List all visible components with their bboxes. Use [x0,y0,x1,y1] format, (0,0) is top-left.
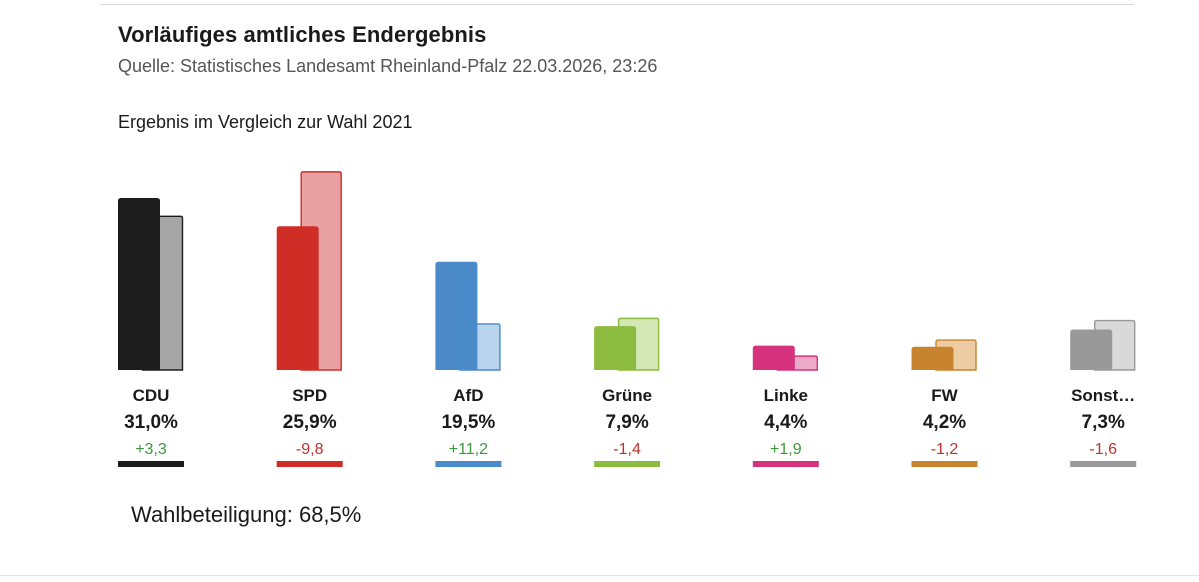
value-label-linke: 4,4% [764,412,807,433]
change-label-spd: -9,8 [296,441,324,458]
party-color-line-sonst [1070,461,1137,467]
party-color-line-spd [276,461,343,467]
top-divider [100,4,1134,5]
party-color-line-afd [435,461,502,467]
party-color-line-linke [752,461,819,467]
change-label-linke: +1,9 [770,441,802,458]
bottom-divider [0,575,1199,576]
source-line: Quelle: Statistisches Landesamt Rheinlan… [118,56,658,76]
value-label-spd: 25,9% [283,412,337,433]
value-label-gruene: 7,9% [605,412,648,433]
value-label-fw: 4,2% [923,412,966,433]
party-color-line-gruene [594,461,661,467]
party-label-sonst: Sonst… [1071,386,1135,405]
value-label-sonst: 7,3% [1082,412,1125,433]
bar-2026-gruene [594,326,637,370]
bar-2026-spd [276,226,319,370]
bar-2026-fw [911,346,954,370]
party-label-fw: FW [931,386,958,405]
party-label-linke: Linke [764,386,808,405]
change-label-cdu: +3,3 [135,441,167,458]
bar-2026-afd [435,261,478,370]
page-title: Vorläufiges amtliches Endergebnis [118,22,487,47]
party-color-line-fw [911,461,978,467]
party-color-line-cdu [118,461,184,467]
change-label-fw: -1,2 [931,441,959,458]
turnout-text: Wahlbeteiligung: 68,5% [131,502,362,527]
value-label-cdu: 31,0% [124,412,178,433]
change-label-afd: +11,2 [449,441,488,458]
party-label-cdu: CDU [133,386,170,405]
bar-2026-sonst [1070,329,1113,370]
party-label-spd: SPD [292,386,327,405]
change-label-gruene: -1,4 [613,441,641,458]
value-label-afd: 19,5% [441,412,495,433]
change-label-sonst: -1,6 [1089,441,1117,458]
bar-2026-linke [752,345,795,370]
chart-subtitle: Ergebnis im Vergleich zur Wahl 2021 [118,112,413,132]
bar-2026-cdu [118,197,160,370]
party-label-afd: AfD [453,386,483,405]
party-label-gruene: Grüne [602,386,652,405]
